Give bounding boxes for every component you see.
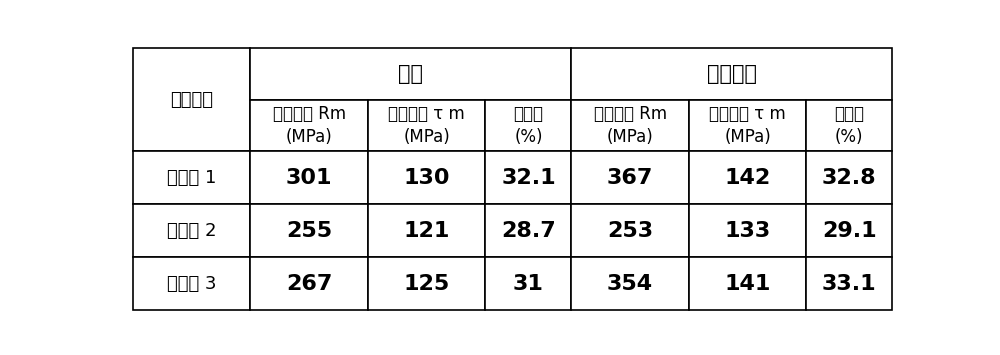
Bar (689, 152, 806, 204)
Text: 抗剪强度 τ m
(MPa): 抗剪强度 τ m (MPa) (709, 105, 786, 146)
Text: 32.8: 32.8 (822, 168, 877, 188)
Bar (133, 152, 250, 204)
Text: 33.1: 33.1 (822, 274, 877, 294)
Text: 142: 142 (725, 168, 771, 188)
Bar (250, 257, 368, 311)
Text: 抗剪强度 τ m
(MPa): 抗剪强度 τ m (MPa) (388, 105, 465, 146)
Bar (250, 100, 368, 152)
Bar (368, 100, 485, 152)
Text: 32.1: 32.1 (501, 168, 556, 188)
Bar (689, 100, 806, 152)
Bar (250, 48, 571, 100)
Text: 267: 267 (286, 274, 332, 294)
Bar (485, 100, 571, 152)
Text: 130: 130 (403, 168, 450, 188)
Text: 367: 367 (607, 168, 653, 188)
Text: 121: 121 (404, 221, 450, 241)
Bar (485, 257, 571, 311)
Bar (806, 257, 892, 311)
Bar (806, 204, 892, 257)
Text: 125: 125 (404, 274, 450, 294)
Bar (368, 204, 485, 257)
Bar (806, 152, 892, 204)
Bar (689, 257, 806, 311)
Text: 热处理态: 热处理态 (707, 64, 757, 84)
Bar (485, 152, 571, 204)
Text: 抗拉强度 Rm
(MPa): 抗拉强度 Rm (MPa) (594, 105, 667, 146)
Bar (250, 204, 368, 257)
Text: 伸长率
(%): 伸长率 (%) (513, 105, 543, 146)
Bar (571, 100, 689, 152)
Text: 31: 31 (513, 274, 544, 294)
Bar (806, 100, 892, 152)
Text: 141: 141 (724, 274, 771, 294)
Bar (689, 204, 806, 257)
Bar (571, 48, 892, 100)
Bar (485, 204, 571, 257)
Text: 实施例 3: 实施例 3 (167, 275, 216, 293)
Text: 实施例 2: 实施例 2 (167, 222, 216, 240)
Bar (571, 257, 689, 311)
Text: 253: 253 (607, 221, 653, 241)
Text: 检测项目: 检测项目 (170, 91, 213, 109)
Bar (133, 204, 250, 257)
Text: 354: 354 (607, 274, 653, 294)
Bar (368, 257, 485, 311)
Text: 29.1: 29.1 (822, 221, 877, 241)
Bar (571, 152, 689, 204)
Text: 焊态: 焊态 (398, 64, 423, 84)
Bar (368, 152, 485, 204)
Text: 28.7: 28.7 (501, 221, 556, 241)
Text: 133: 133 (725, 221, 771, 241)
Text: 伸长率
(%): 伸长率 (%) (834, 105, 864, 146)
Bar (133, 257, 250, 311)
Text: 255: 255 (286, 221, 332, 241)
Text: 抗拉强度 Rm
(MPa): 抗拉强度 Rm (MPa) (273, 105, 346, 146)
Bar (571, 204, 689, 257)
Bar (133, 48, 250, 152)
Text: 301: 301 (286, 168, 332, 188)
Bar (250, 152, 368, 204)
Text: 实施例 1: 实施例 1 (167, 169, 216, 187)
